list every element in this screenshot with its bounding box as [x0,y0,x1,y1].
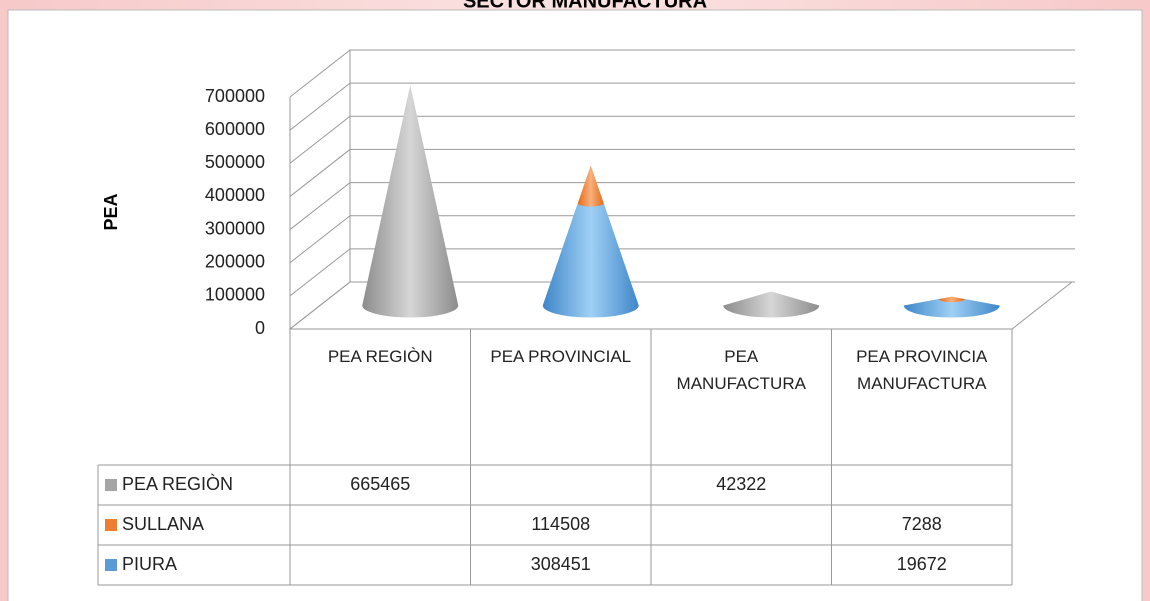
legend-swatch [105,559,117,571]
cone-segment [577,165,604,207]
y-tick-label: 700000 [205,86,265,106]
cone-segment [903,298,1000,318]
grid-line [289,281,1075,330]
cone-segment [938,296,965,303]
legend-label: PEA REGIÒN [122,473,233,494]
y-tick-label: 100000 [205,285,265,305]
x-tick-label: PEA MANUFACTURA [676,347,806,393]
table-value: 42322 [716,474,766,494]
y-tick-label: 300000 [205,218,265,238]
table-value: 19672 [897,554,947,574]
chart-title: SECTOR MANUFACTURA [463,0,707,12]
y-axis-label: PEA [101,193,121,230]
cone-segment [723,291,820,318]
x-tick-label: PEA REGIÒN [327,347,433,366]
y-tick-label: 600000 [205,119,265,139]
cone-segment [362,84,459,318]
grid-line [289,182,1075,230]
grid-line [289,115,1075,164]
y-tick-label: 0 [255,318,265,338]
grid-line [289,82,1075,131]
table-value: 114508 [531,514,590,534]
table-value: 7288 [902,514,942,534]
grid-line [289,49,1075,98]
legend-swatch [105,519,117,531]
grid-line [289,215,1075,264]
y-tick-label: 500000 [205,152,265,172]
y-tick-label: 200000 [205,251,265,271]
x-tick-label: PEA PROVINCIAL [490,347,632,366]
x-tick-label: PEA PROVINCIA MANUFACTURA [856,347,988,393]
grid-line [289,248,1075,297]
table-value: 308451 [531,554,591,574]
y-tick-label: 400000 [205,185,265,205]
legend-swatch [105,479,117,491]
legend-label: PIURA [122,554,177,574]
grid-line [289,148,1075,197]
cone-segment [542,203,639,318]
table-value: 665465 [350,474,410,494]
legend-label: SULLANA [122,514,204,534]
